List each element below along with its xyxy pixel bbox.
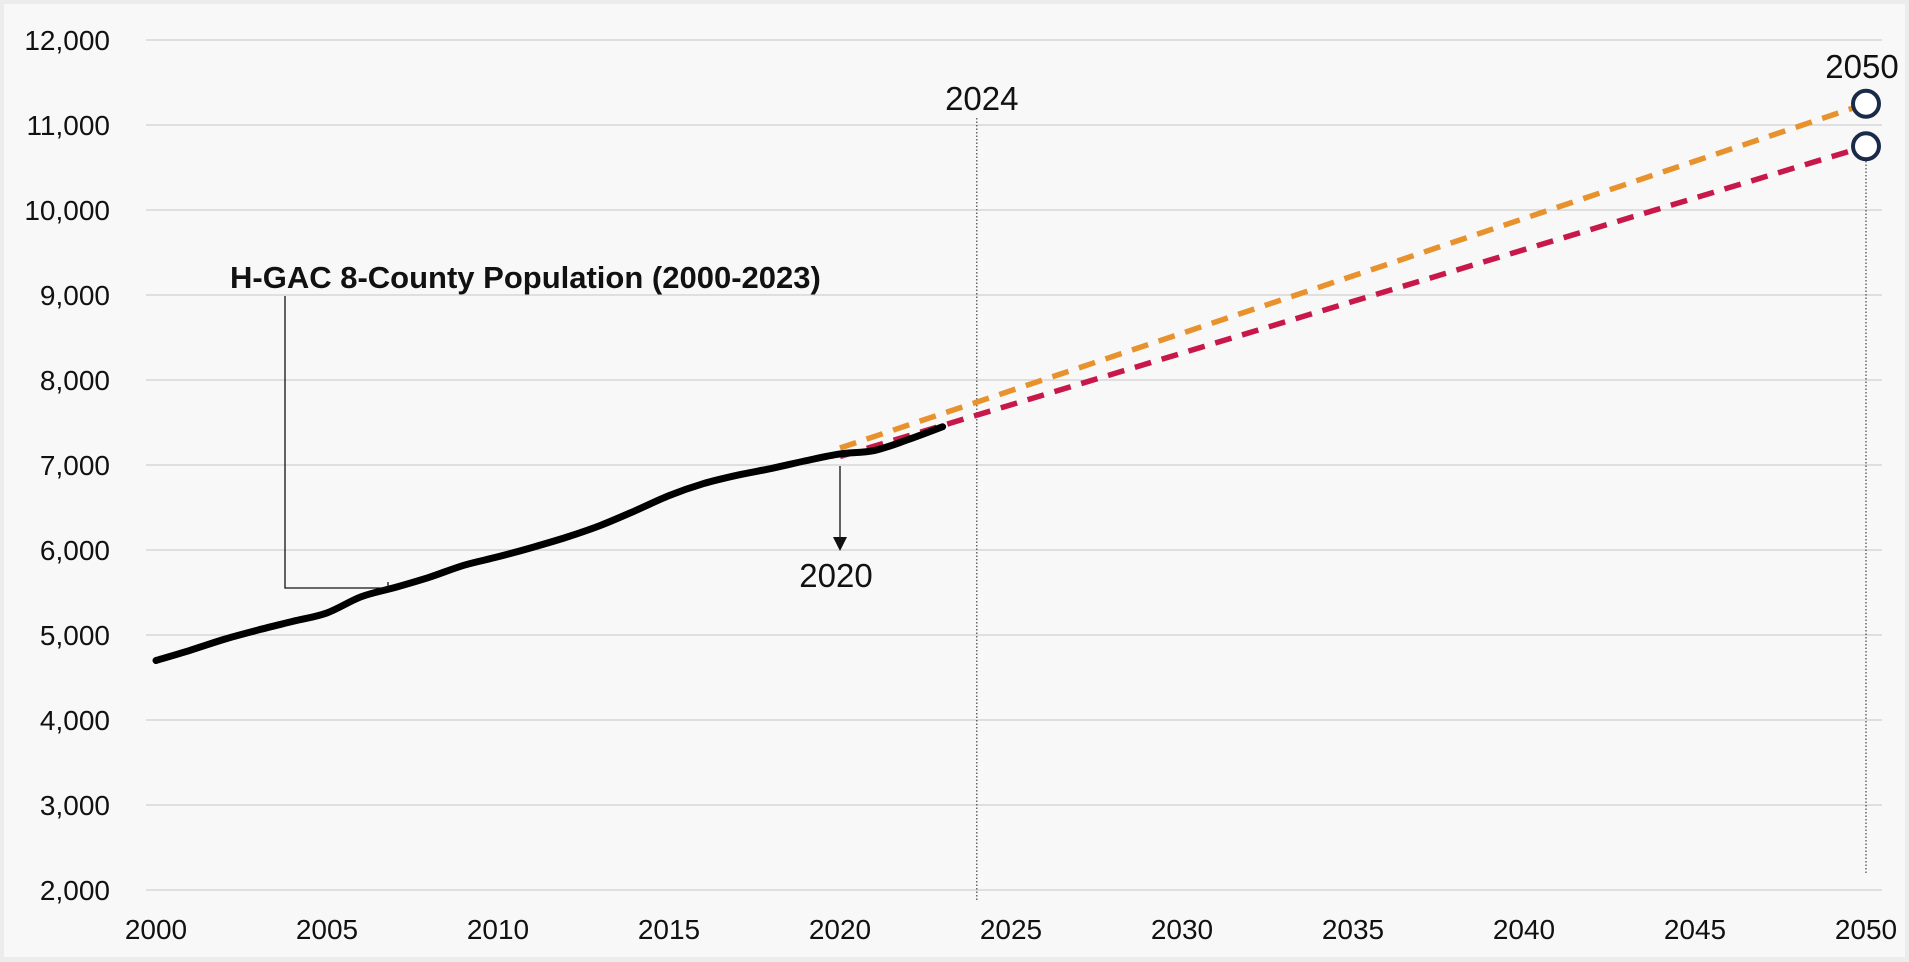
arrow-2020-head	[833, 537, 847, 551]
y-tick-label: 10,000	[24, 195, 110, 226]
y-tick-label: 11,000	[26, 110, 110, 141]
gridlines	[146, 39, 1882, 891]
x-tick-label: 2020	[809, 914, 871, 945]
end-markers	[1851, 88, 1881, 162]
series-label-callout-line	[284, 296, 389, 589]
population-line-chart: 2,000 3,000 4,000 5,000 6,000 7,000 8,000 9,000…	[24, 25, 1899, 945]
x-tick-label: 2010	[467, 914, 529, 945]
y-tick-label: 5,000	[40, 620, 110, 651]
series-lines	[152, 101, 1867, 664]
x-tick-label: 2040	[1493, 914, 1555, 945]
annotations: H-GAC 8-County Population (2000-2023) 20…	[230, 48, 1899, 594]
label-2024: 2024	[945, 80, 1018, 117]
x-tick-label: 2015	[638, 914, 700, 945]
x-tick-label: 2045	[1664, 914, 1726, 945]
x-tick-label: 2005	[296, 914, 358, 945]
projection-line-1	[839, 101, 1867, 451]
projection-line-2	[839, 143, 1867, 460]
x-tick-label: 2050	[1835, 914, 1897, 945]
x-tick-label: 2000	[125, 914, 187, 945]
series-label: H-GAC 8-County Population (2000-2023)	[230, 260, 821, 295]
x-tick-label: 2025	[980, 914, 1042, 945]
y-axis-ticks: 2,000 3,000 4,000 5,000 6,000 7,000 8,000 9,000…	[24, 25, 110, 906]
label-2020: 2020	[799, 557, 872, 594]
y-tick-label: 4,000	[40, 705, 110, 736]
end-marker-1	[1851, 131, 1881, 162]
y-tick-label: 2,000	[40, 875, 110, 906]
label-2050: 2050	[1825, 48, 1898, 85]
y-tick-label: 9,000	[40, 280, 110, 311]
x-tick-label: 2035	[1322, 914, 1384, 945]
y-tick-label: 6,000	[40, 535, 110, 566]
y-tick-label: 3,000	[40, 790, 110, 821]
reference-lines	[976, 118, 1867, 900]
x-tick-label: 2030	[1151, 914, 1213, 945]
y-tick-label: 12,000	[24, 25, 110, 56]
historical-population-line	[152, 423, 947, 664]
y-tick-label: 8,000	[40, 365, 110, 396]
x-axis-ticks: 2000 2005 2010 2015 2020 2025 2030 2035 2040 2045…	[125, 914, 1897, 945]
chart-container: 2,000 3,000 4,000 5,000 6,000 7,000 8,000 9,000…	[4, 4, 1905, 957]
end-marker-0	[1851, 88, 1881, 119]
y-tick-label: 7,000	[40, 450, 110, 481]
